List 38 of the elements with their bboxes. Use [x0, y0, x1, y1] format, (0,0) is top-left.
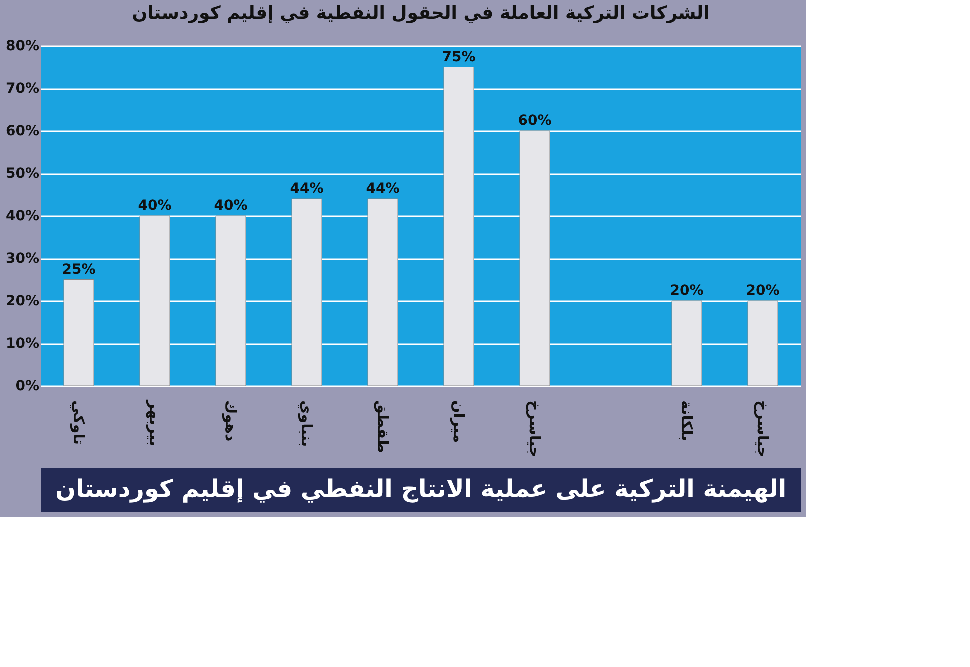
- data-label: 40%: [138, 198, 172, 214]
- data-label: 20%: [670, 283, 704, 299]
- bar: [64, 280, 94, 386]
- x-tick-label: جياسرخ: [526, 400, 544, 458]
- bar: [520, 130, 550, 386]
- y-tick-label: 50%: [6, 166, 40, 182]
- data-label: 40%: [214, 198, 248, 214]
- bar: [672, 300, 702, 386]
- x-tick-label: بلكانة: [678, 400, 696, 442]
- x-tick-label: بيربهر: [146, 400, 164, 446]
- x-tick-label: بنباوي: [298, 400, 316, 448]
- bar: [216, 216, 246, 386]
- x-tick-label: جياسرخ: [754, 400, 772, 458]
- data-label: 75%: [442, 49, 476, 66]
- chart-title: الشركات التركية العاملة في الحقول النفطية في إقليم كوردستان: [132, 3, 710, 24]
- bar: [292, 198, 322, 386]
- bar: [140, 216, 170, 386]
- y-tick-label: 40%: [6, 208, 40, 224]
- x-tick-label: دهوك: [222, 400, 240, 442]
- bar: [444, 67, 474, 386]
- x-tick-label: تاوكي: [70, 400, 88, 445]
- bar: [368, 198, 398, 386]
- x-tick-label: ميران: [450, 400, 468, 444]
- y-tick-label: 0%: [16, 378, 40, 394]
- data-label: 44%: [290, 181, 324, 197]
- y-tick-label: 70%: [6, 81, 40, 97]
- bar: [748, 300, 778, 386]
- x-tick-label: طقطق: [374, 400, 392, 454]
- y-tick-label: 30%: [6, 251, 40, 267]
- y-tick-label: 20%: [6, 294, 40, 310]
- data-label: 44%: [366, 181, 400, 197]
- data-label: 25%: [62, 262, 96, 278]
- y-tick-label: 10%: [6, 336, 40, 352]
- data-label: 60%: [518, 113, 552, 129]
- data-label: 20%: [746, 283, 780, 299]
- y-tick-label: 80%: [6, 38, 40, 54]
- y-tick-label: 60%: [6, 124, 40, 140]
- text: الهيمنة التركية على عملية الانتاج النفطي في إقليم كوردستان: [55, 475, 787, 503]
